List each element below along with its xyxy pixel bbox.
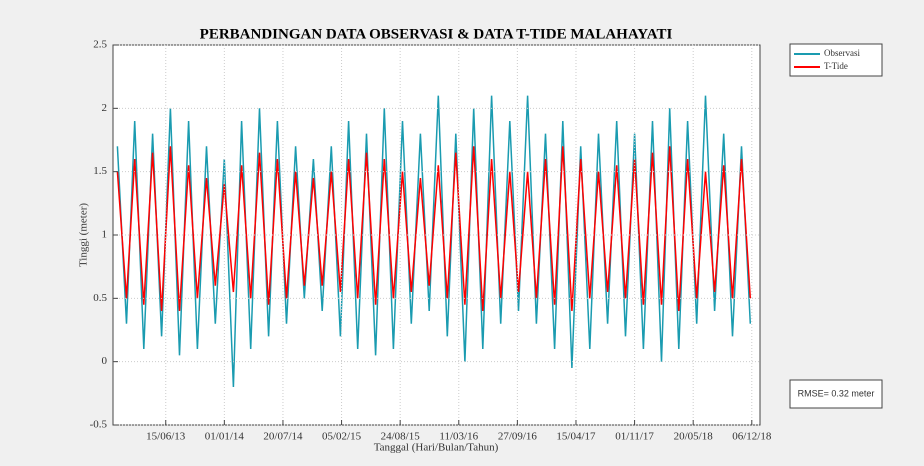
series-line [116, 146, 752, 312]
y-tick-label: 2 [102, 102, 108, 114]
plot [116, 95, 752, 388]
y-tick-label: -0.5 [90, 419, 108, 431]
x-tick-label: 05/02/15 [322, 431, 362, 443]
x-tick-label: 01/11/17 [615, 431, 654, 443]
x-tick-label: 06/12/18 [732, 431, 772, 443]
x-tick-label: 20/05/18 [674, 431, 714, 443]
x-tick-label: 15/04/17 [556, 431, 596, 443]
legend-label: Observasi [824, 48, 860, 58]
x-tick-label: 01/01/14 [205, 431, 245, 443]
annotation: RMSE= 0.32 meter [798, 388, 875, 398]
x-tick-label: 27/09/16 [498, 431, 538, 443]
x-tick-label: 24/08/15 [381, 431, 421, 443]
x-tick-label: 15/06/13 [146, 431, 186, 443]
annotation-box [789, 379, 883, 409]
legend-label: T-Tide [824, 61, 848, 71]
y-tick-label: 1.5 [93, 165, 107, 177]
y-tick-label: 0 [102, 355, 108, 367]
y-tick-label: 2.5 [93, 39, 107, 51]
series-line [116, 95, 752, 388]
x-tick-label: 20/07/14 [263, 431, 303, 443]
y-tick-label: 0.5 [93, 292, 107, 304]
x-tick-label: 11/03/16 [439, 431, 478, 443]
y-axis-label: Tinggi (meter) [78, 203, 90, 267]
legend [789, 43, 883, 77]
y-tick-label: 1 [102, 229, 108, 241]
chart-title: PERBANDINGAN DATA OBSERVASI & DATA T-TID… [200, 26, 673, 42]
x-axis-label: Tanggal (Hari/Bulan/Tahun) [374, 442, 499, 454]
